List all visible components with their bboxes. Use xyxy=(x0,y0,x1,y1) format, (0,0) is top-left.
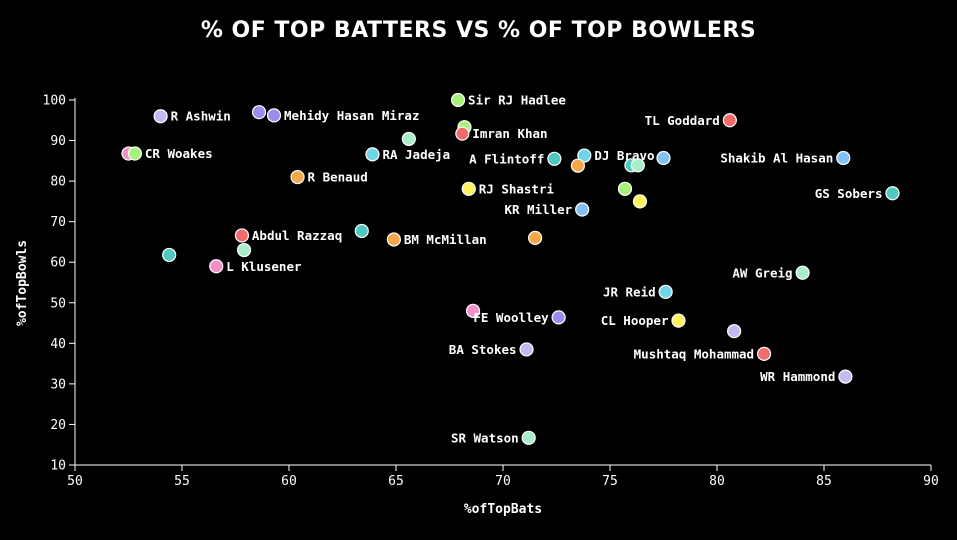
data-point xyxy=(551,310,566,325)
data-point xyxy=(354,223,369,239)
point-label: Imran Khan xyxy=(472,126,547,141)
data-point xyxy=(617,181,633,196)
point-label: CL Hooper xyxy=(601,313,669,328)
data-point xyxy=(527,230,543,245)
point-label: Sir RJ Hadlee xyxy=(468,93,566,108)
point-label: R Benaud xyxy=(308,170,368,185)
y-tick-label: 20 xyxy=(50,418,66,433)
point-labels: R Ashwin Mehidy Hasan Miraz CR Woakes RA Ja… xyxy=(145,93,883,446)
data-point xyxy=(127,146,143,161)
data-point xyxy=(519,342,534,357)
point-label: BA Stokes xyxy=(449,342,517,357)
point-label: JR Reid xyxy=(603,284,656,299)
point-label: R Ashwin xyxy=(171,109,231,124)
point-label: Abdul Razzaq xyxy=(252,228,342,243)
point-label: TL Goddard xyxy=(645,113,720,128)
data-point xyxy=(465,303,481,318)
data-point xyxy=(455,126,470,141)
x-tick-label: 50 xyxy=(67,474,83,489)
data-point xyxy=(461,181,476,196)
y-tick-label: 80 xyxy=(50,175,66,190)
x-tick-label: 60 xyxy=(281,474,297,489)
data-point xyxy=(251,105,267,120)
data-point xyxy=(727,324,742,339)
chart-title: % OF TOP BATTERS VS % OF TOP BOWLERS xyxy=(200,18,757,43)
data-point xyxy=(153,109,168,124)
y-tick-label: 30 xyxy=(50,377,66,392)
data-point xyxy=(290,169,305,185)
point-label: Mushtaq Mohammad xyxy=(634,346,754,361)
point-label: CR Woakes xyxy=(145,146,213,161)
data-point xyxy=(658,284,673,299)
x-tick-label: 85 xyxy=(816,474,832,489)
data-point xyxy=(209,259,224,274)
data-point xyxy=(577,148,592,163)
data-point xyxy=(632,194,648,209)
data-point xyxy=(450,92,466,108)
data-point xyxy=(656,150,671,166)
y-tick-label: 10 xyxy=(50,459,66,474)
point-label: FE Woolley xyxy=(473,310,549,325)
point-label: WR Hammond xyxy=(760,369,835,384)
point-label: RJ Shastri xyxy=(479,181,555,196)
point-label: RA Jadeja xyxy=(382,147,450,162)
data-point xyxy=(836,150,851,166)
data-point xyxy=(756,346,772,361)
data-point xyxy=(838,369,853,384)
y-tick-label: 60 xyxy=(50,256,66,271)
data-point xyxy=(570,158,586,173)
data-point xyxy=(885,186,900,201)
data-point xyxy=(630,158,645,173)
x-tick-label: 90 xyxy=(923,474,939,489)
point-label: DJ Bravo xyxy=(594,148,654,163)
point-label: Shakib Al Hasan xyxy=(720,150,833,165)
axes: 50 55 60 65 70 75 80 85 90 10 20 30 40 50 60 70 80 90 100 xyxy=(43,94,939,490)
x-tick-label: 55 xyxy=(174,474,190,489)
y-tick-label: 100 xyxy=(43,94,66,109)
data-point xyxy=(795,265,810,280)
data-point xyxy=(386,232,401,247)
y-tick-label: 50 xyxy=(50,296,66,311)
data-point xyxy=(521,430,536,445)
data-point xyxy=(162,247,177,263)
data-point xyxy=(722,113,737,128)
point-label: BM McMillan xyxy=(404,232,487,247)
x-tick-label: 75 xyxy=(602,474,618,489)
point-label: KR Miller xyxy=(504,202,572,217)
data-point xyxy=(547,151,562,166)
x-tick-label: 70 xyxy=(495,474,511,489)
point-label: SR Watson xyxy=(451,430,519,445)
data-point xyxy=(234,228,250,243)
data-point xyxy=(401,131,416,147)
y-tick-label: 90 xyxy=(50,134,66,149)
y-tick-label: 40 xyxy=(50,337,66,352)
point-label: GS Sobers xyxy=(815,186,883,201)
point-label: A Flintoff xyxy=(469,151,544,166)
data-points xyxy=(121,92,900,445)
data-point xyxy=(575,202,590,217)
data-point xyxy=(365,147,380,162)
x-tick-label: 80 xyxy=(709,474,725,489)
y-tick-label: 70 xyxy=(50,215,66,230)
data-point xyxy=(236,242,252,258)
data-point xyxy=(671,313,686,328)
point-label: L Klusener xyxy=(226,259,302,274)
data-point xyxy=(266,108,282,123)
point-label: AW Greig xyxy=(732,265,792,280)
y-axis-title: %ofTopBowls xyxy=(15,240,30,326)
point-label: Mehidy Hasan Miraz xyxy=(284,108,419,123)
x-tick-label: 65 xyxy=(388,474,404,489)
x-axis-title: %ofTopBats xyxy=(464,502,542,517)
